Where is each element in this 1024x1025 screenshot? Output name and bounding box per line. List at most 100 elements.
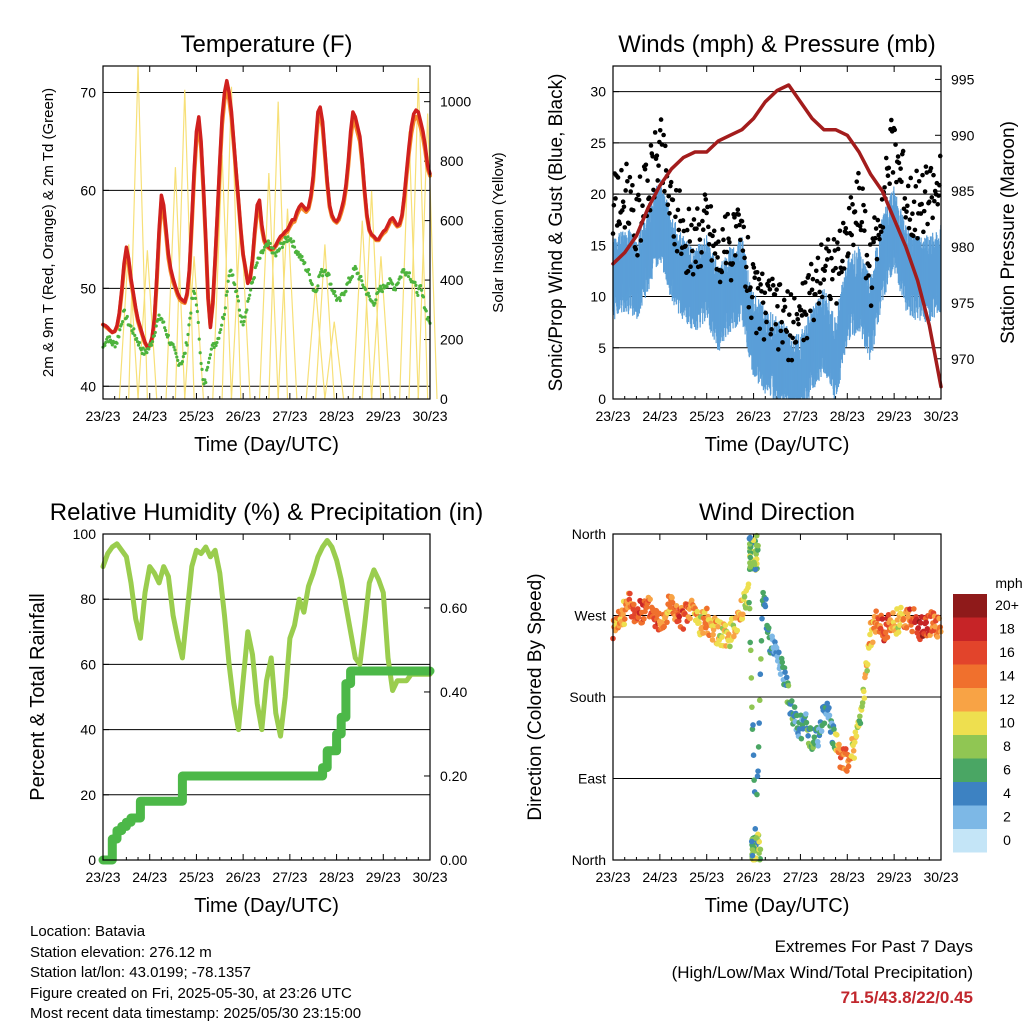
- direction-point: [704, 605, 710, 612]
- gust-point: [752, 275, 757, 281]
- extremes-box: Extremes For Past 7 Days (High/Low/Max W…: [672, 934, 973, 1011]
- gust-point: [715, 255, 720, 260]
- humidity-xtick-label: 26/23: [226, 869, 261, 885]
- gust-point: [829, 276, 835, 282]
- direction-point: [675, 618, 682, 624]
- direction-point: [756, 697, 763, 704]
- dewpoint-point: [417, 287, 421, 291]
- gust-point: [887, 181, 892, 187]
- gust-point: [919, 201, 924, 207]
- gust-point: [739, 218, 745, 224]
- solar-spike-12: [305, 285, 326, 400]
- gust-point: [920, 172, 925, 178]
- dewpoint-point: [402, 267, 406, 272]
- dewpoint-point: [337, 296, 341, 300]
- colorbar-swatch: [953, 711, 987, 735]
- direction-point: [894, 617, 901, 623]
- dewpoint-point: [166, 333, 170, 337]
- direction-point: [680, 626, 687, 632]
- direction-point: [750, 752, 757, 758]
- gust-point: [765, 283, 771, 288]
- dewpoint-point: [147, 347, 151, 351]
- dewpoint-point: [162, 320, 166, 324]
- direction-point: [911, 606, 917, 612]
- gust-point: [717, 279, 723, 285]
- gust-point: [735, 207, 741, 212]
- gust-point: [636, 192, 641, 198]
- winds-y2tick-label: 990: [951, 127, 975, 143]
- colorbar-swatch: [953, 829, 987, 853]
- direction-point: [851, 755, 858, 761]
- humidity-xlabel: Time (Day/UTC): [194, 895, 339, 917]
- direction-point: [872, 629, 879, 635]
- gust-point: [834, 301, 839, 306]
- direction-point: [885, 611, 892, 618]
- gust-point: [904, 209, 909, 214]
- solar-spike-0: [118, 244, 139, 400]
- direction-point: [752, 566, 759, 573]
- gust-point: [857, 223, 863, 229]
- dewpoint-point: [319, 270, 323, 274]
- direction-point: [831, 726, 837, 733]
- dewpoint-point: [254, 263, 258, 268]
- direction-point: [757, 846, 764, 853]
- direction-point: [755, 744, 762, 750]
- direction-point: [857, 713, 863, 720]
- gust-point: [875, 217, 881, 223]
- solar-spike-14: [324, 321, 345, 400]
- direction-point: [656, 610, 662, 617]
- gust-point: [776, 347, 781, 352]
- dewpoint-point: [175, 355, 179, 359]
- winds-xtick-label: 27/23: [783, 408, 818, 424]
- humidity-ytick-label: 0: [88, 852, 96, 868]
- gust-point: [914, 168, 919, 174]
- gust-point: [797, 304, 802, 309]
- dewpoint-point: [315, 288, 319, 292]
- gust-point: [748, 285, 753, 290]
- gust-point: [625, 178, 630, 184]
- gust-point: [655, 178, 661, 183]
- direction-point: [833, 732, 840, 738]
- extremes-title: Extremes For Past 7 Days: [774, 937, 973, 956]
- dewpoint-point: [131, 331, 135, 335]
- gust-point: [766, 278, 772, 284]
- dewpoint-point: [149, 343, 154, 347]
- dewpoint-point: [221, 316, 226, 321]
- gust-point: [699, 250, 704, 255]
- temperature-y2label: Solar Insolation (Yellow): [490, 152, 507, 312]
- dewpoint-point: [303, 261, 307, 265]
- gust-point: [736, 212, 741, 217]
- dewpoint-point: [206, 360, 211, 365]
- dewpoint-point: [300, 254, 304, 259]
- dewpoint-point: [188, 316, 192, 320]
- gust-point: [930, 215, 935, 221]
- dewpoint-point: [129, 324, 133, 328]
- direction-ytick-label: West: [574, 608, 606, 624]
- gust-point: [913, 184, 919, 189]
- gust-point: [791, 319, 796, 325]
- gust-point: [762, 290, 768, 296]
- colorbar-label: 8: [1003, 738, 1011, 754]
- humidity-xtick-label: 30/23: [412, 869, 447, 885]
- dewpoint-point: [393, 288, 398, 292]
- gust-point: [623, 188, 628, 193]
- direction-point: [917, 620, 924, 626]
- dewpoint-point: [261, 251, 265, 255]
- dewpoint-point: [243, 315, 247, 319]
- gust-point: [656, 163, 661, 168]
- gust-point: [745, 234, 751, 240]
- gust-point: [796, 321, 801, 327]
- gust-point: [784, 329, 790, 334]
- gust-point: [749, 294, 755, 300]
- gust-point: [818, 281, 823, 286]
- gust-point: [916, 178, 922, 184]
- gust-point: [809, 287, 815, 293]
- gust-point: [619, 208, 625, 213]
- dewpoint-point: [258, 256, 262, 260]
- winds-title: Winds (mph) & Pressure (mb): [618, 31, 935, 58]
- colorbar-title: mph: [995, 575, 1022, 591]
- direction-point: [851, 739, 858, 746]
- gust-point: [619, 167, 624, 173]
- gust-point: [795, 316, 801, 322]
- dewpoint-point: [224, 293, 228, 297]
